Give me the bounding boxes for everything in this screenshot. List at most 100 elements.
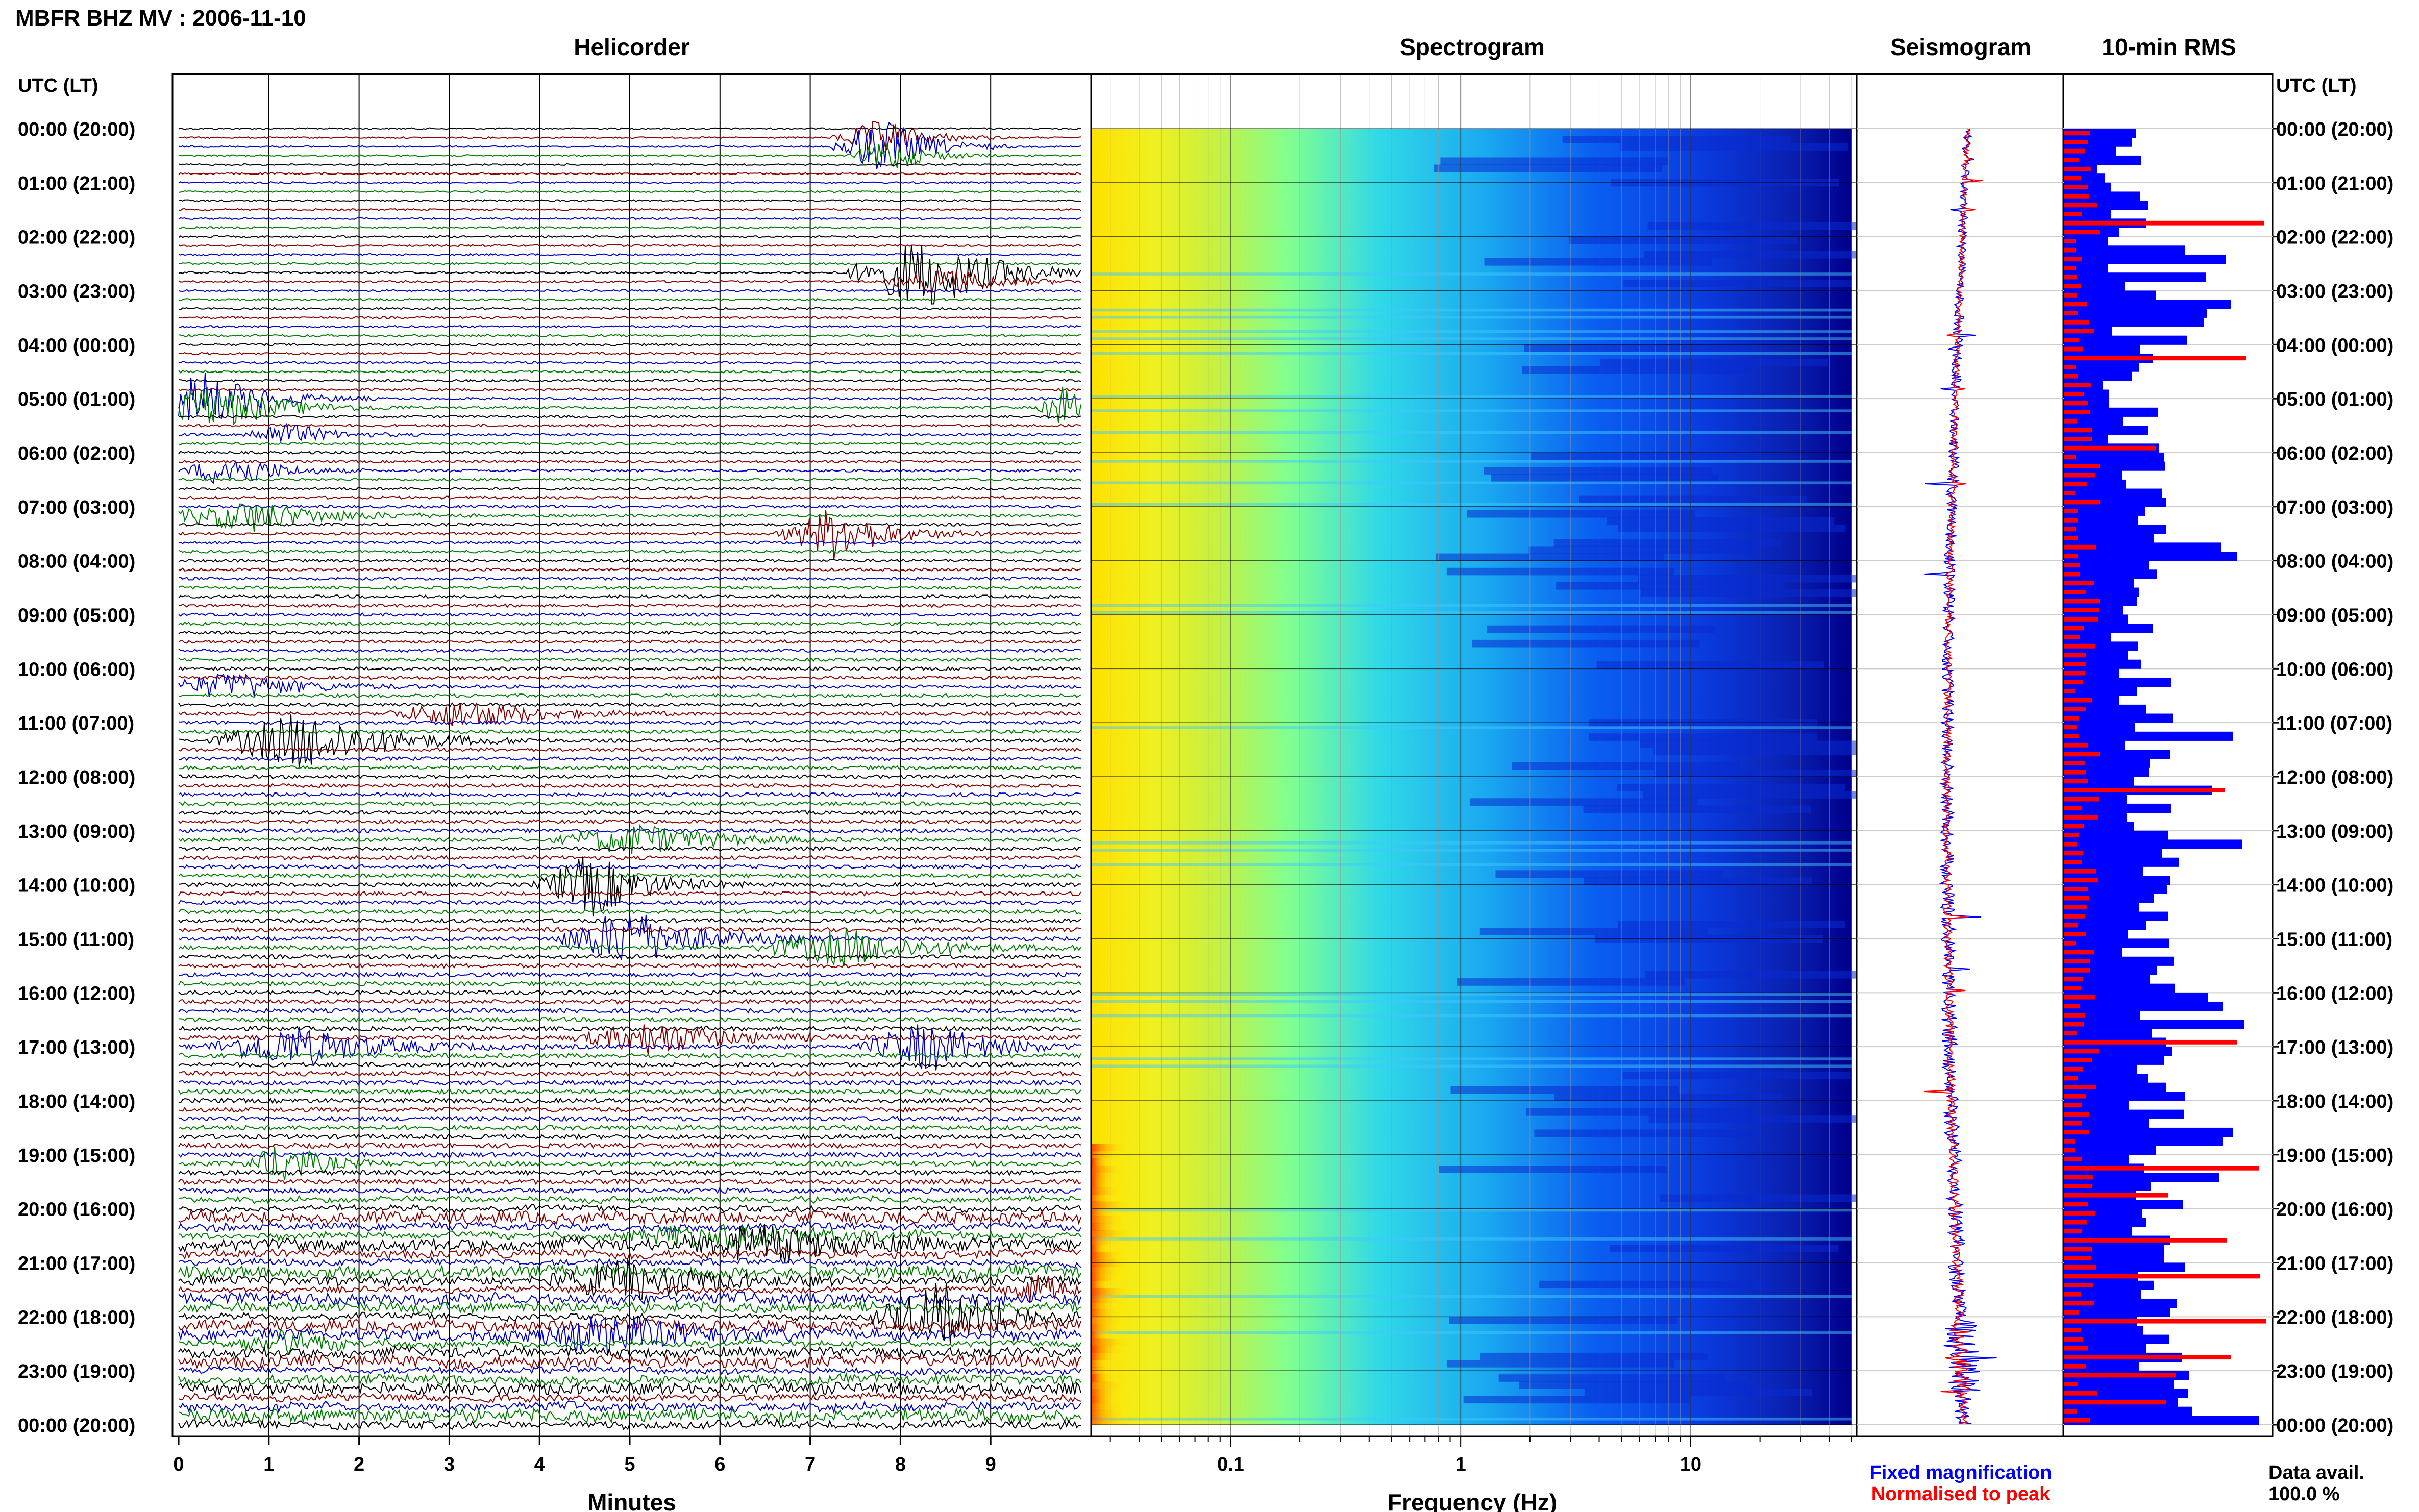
helicorder-trace xyxy=(178,693,1081,699)
rms-bar-normalised xyxy=(2064,401,2088,406)
rms-bar-normalised xyxy=(2064,464,2100,468)
helicorder-trace xyxy=(178,1088,1081,1096)
x-tick-label: 0.1 xyxy=(1217,1454,1244,1475)
helicorder-trace xyxy=(178,918,1081,924)
spectrogram-row xyxy=(1092,395,1852,398)
helicorder-trace xyxy=(178,459,1081,464)
spectrogram-x-ticks: 0.1 1 10 xyxy=(1109,1436,1852,1475)
rms-bar-normalised xyxy=(2064,1292,2081,1297)
rms-bar-fixed xyxy=(2064,1334,2169,1344)
rms-bar-fixed xyxy=(2064,975,2150,984)
rms-bar-normalised xyxy=(2064,761,2085,765)
page-title: MBFR BHZ MV : 2006-11-10 xyxy=(15,6,306,31)
rms-bar-normalised xyxy=(2064,1418,2090,1423)
helicorder-trace xyxy=(178,1283,1081,1344)
helicorder-trace xyxy=(178,747,1081,753)
rms-bar-normalised xyxy=(2064,311,2078,315)
spectrogram-row xyxy=(1463,1396,1692,1404)
rms-bar-fixed xyxy=(2064,569,2157,579)
rms-bar-normalised xyxy=(2064,851,2083,856)
helicorder-title: Helicorder xyxy=(574,34,690,60)
spectrogram-row xyxy=(1623,280,1852,287)
helicorder-trace xyxy=(178,387,1081,392)
time-tick-label: 17:00 (13:00) xyxy=(2276,1037,2393,1058)
rms-bar-fixed xyxy=(2064,830,2168,840)
helicorder-trace xyxy=(178,621,1081,626)
rms-bar-normalised xyxy=(2064,410,2090,415)
helicorder-trace xyxy=(179,765,1081,771)
rms-bar-normalised xyxy=(2064,1193,2168,1198)
rms-bar-normalised xyxy=(2064,608,2099,613)
spectrogram-row xyxy=(1610,1245,1838,1252)
spectrogram-row xyxy=(1092,1295,1852,1298)
spectrogram-row xyxy=(1620,143,1848,151)
time-tick-label: 02:00 (22:00) xyxy=(2276,227,2393,249)
spectrogram-row xyxy=(1512,762,1740,770)
rms-title: 10-min RMS xyxy=(2102,34,2236,60)
data-avail-value: 100.0 % xyxy=(2268,1483,2339,1505)
time-tick-label: 20:00 (16:00) xyxy=(2276,1199,2393,1221)
time-tick-label: 04:00 (00:00) xyxy=(2276,335,2393,356)
spectrogram-row xyxy=(1640,589,1869,597)
helicorder-trace xyxy=(178,675,1081,680)
spectrogram-row xyxy=(1450,1086,1679,1094)
helicorder-trace xyxy=(178,334,1081,338)
helicorder-trace xyxy=(178,863,1081,870)
helicorder-trace xyxy=(178,1133,1081,1141)
rms-bar-normalised xyxy=(2064,1229,2082,1234)
rms-bar-normalised xyxy=(2064,715,2079,721)
seismogram-title: Seismogram xyxy=(1890,34,2031,60)
rms-bar-normalised xyxy=(2064,671,2085,676)
rms-bar-fixed xyxy=(2064,300,2231,309)
spectrogram-row xyxy=(1092,1345,1247,1353)
spectrogram-row xyxy=(1092,1223,1239,1231)
helicorder-traces xyxy=(178,120,1081,1431)
rms-bar-normalised xyxy=(2064,1364,2086,1369)
rms-bar-normalised xyxy=(2064,653,2086,658)
spectrogram-row xyxy=(1638,575,1866,583)
rms-bar-normalised xyxy=(2064,563,2080,567)
spectrogram-row xyxy=(1092,460,1852,463)
helicorder-trace xyxy=(178,612,1081,617)
helicorder-trace xyxy=(178,1151,1081,1158)
helicorder-trace xyxy=(178,540,1081,545)
time-tick-label: 00:00 (20:00) xyxy=(2276,1415,2393,1436)
spectrogram-row xyxy=(1440,157,1668,165)
seismogram-normalised-trace xyxy=(1924,128,1983,1424)
spectrogram-row xyxy=(1446,1360,1675,1368)
time-tick-label: 20:00 (16:00) xyxy=(18,1199,135,1221)
time-tick-label: 02:00 (22:00) xyxy=(18,227,135,249)
rms-bar-normalised xyxy=(2064,932,2086,937)
rms-bar-normalised xyxy=(2064,1039,2237,1045)
time-tick-label: 14:00 (10:00) xyxy=(18,875,135,897)
spectrogram-row xyxy=(1556,582,1784,590)
rms-bar-fixed xyxy=(2064,1416,2259,1425)
rms-bar-normalised xyxy=(2064,572,2080,577)
spectrogram-row xyxy=(1092,1064,1852,1068)
time-tick-label: 15:00 (11:00) xyxy=(18,929,134,951)
helicorder-trace xyxy=(178,424,1081,428)
helicorder-trace xyxy=(178,855,1081,861)
rms-bar-normalised xyxy=(2064,841,2077,847)
time-tick-label: 15:00 (11:00) xyxy=(2276,929,2392,951)
rms-bar-fixed xyxy=(2064,758,2150,768)
spectrogram-row xyxy=(1534,1129,1762,1137)
x-tick-label: 4 xyxy=(534,1454,545,1475)
spectrogram-row xyxy=(1092,503,1852,506)
helicorder-trace xyxy=(178,1224,1081,1263)
spectrogram-row xyxy=(1583,805,1811,813)
rms-bar-normalised xyxy=(2064,1013,2085,1018)
legend-normalised-to-peak: Normalised to peak xyxy=(1871,1483,2051,1505)
spectrogram-row xyxy=(1539,1280,1767,1288)
rms-bar-fixed xyxy=(2064,1200,2183,1209)
rms-bar-fixed xyxy=(2064,317,2204,327)
helicorder-trace xyxy=(178,1274,1081,1303)
time-tick-label: 04:00 (00:00) xyxy=(18,335,135,356)
helicorder-trace xyxy=(178,1364,1081,1377)
spectrogram-row xyxy=(1467,510,1695,518)
time-tick-label: 16:00 (12:00) xyxy=(2276,983,2393,1004)
time-tick-label: 22:00 (18:00) xyxy=(18,1307,135,1328)
data-avail-label: Data avail. xyxy=(2268,1462,2364,1483)
rms-bar-normalised xyxy=(2064,1391,2097,1396)
spectrogram-row xyxy=(1606,517,1835,525)
